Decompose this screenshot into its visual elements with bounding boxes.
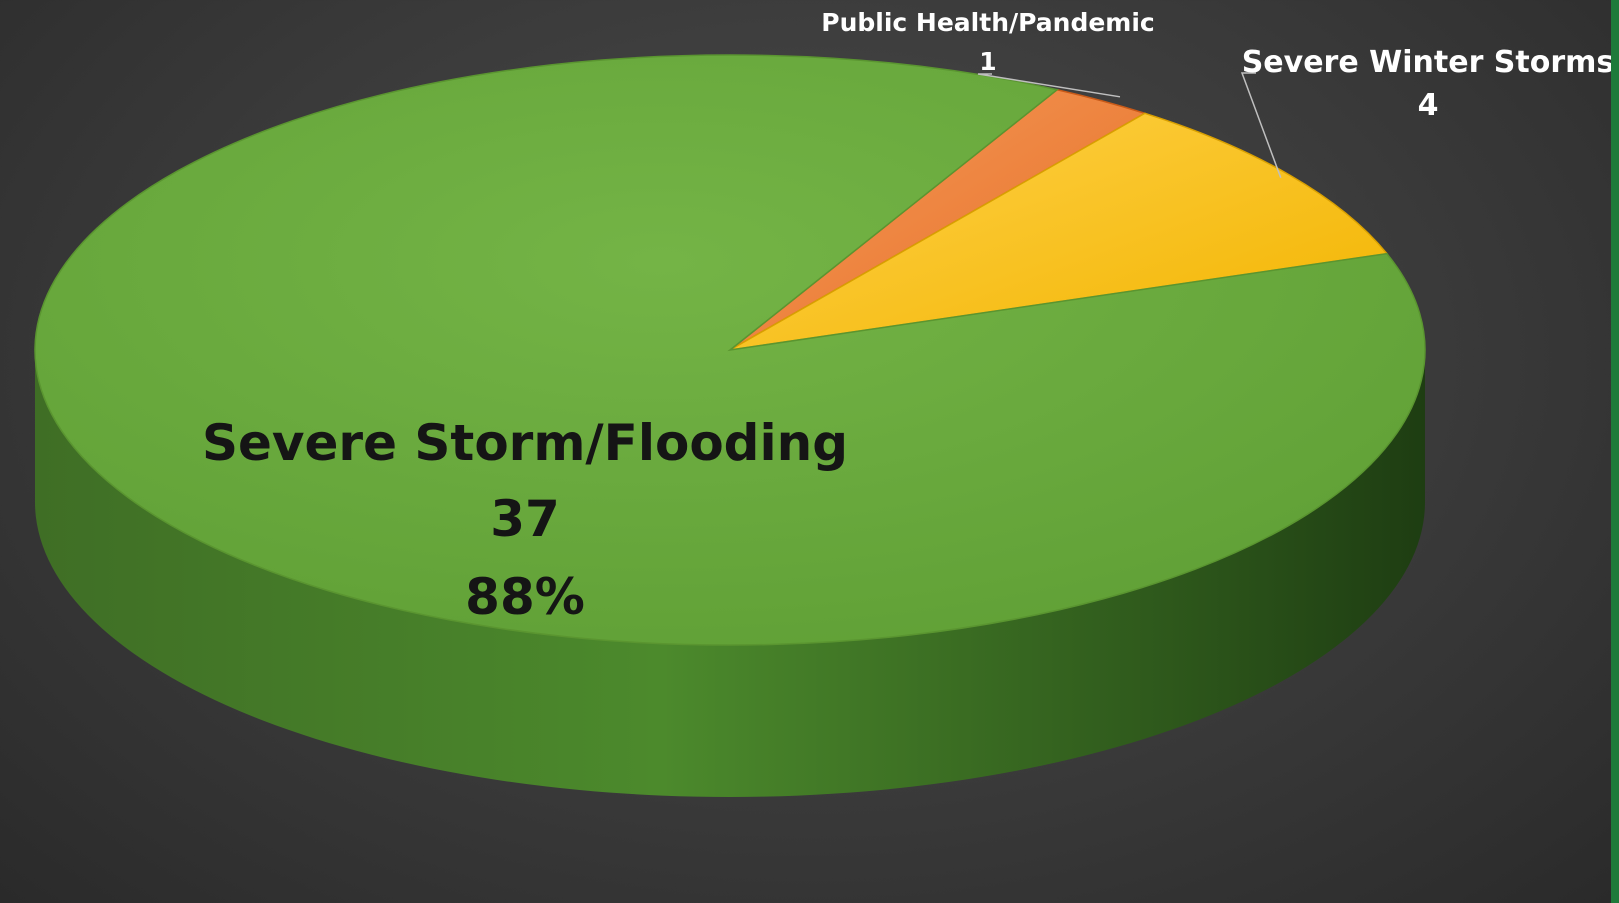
label-public-health-name: Public Health/Pandemic	[821, 8, 1154, 37]
leader-lines	[977, 72, 1282, 178]
leader-line-public-health	[977, 73, 1121, 98]
label-severe-storm-value: 37	[490, 490, 560, 548]
leader-line-winter-storms	[1240, 72, 1282, 178]
pie-slices	[34, 54, 1426, 646]
slice-severe-winter-storms	[729, 112, 1389, 351]
label-severe-storm-name: Severe Storm/Flooding	[202, 414, 848, 472]
label-winter-storms-value: 4	[1418, 88, 1439, 123]
label-severe-storm-percent: 88%	[465, 568, 585, 626]
slice-severe-storm-flooding	[34, 54, 1426, 646]
data-labels: Public Health/Pandemic 1 Severe Winter S…	[202, 8, 1614, 626]
accent-edge	[1611, 0, 1619, 903]
pie-side-wall	[35, 350, 1425, 797]
label-public-health-value: 1	[979, 47, 996, 76]
label-winter-storms-name: Severe Winter Storms	[1242, 45, 1615, 80]
